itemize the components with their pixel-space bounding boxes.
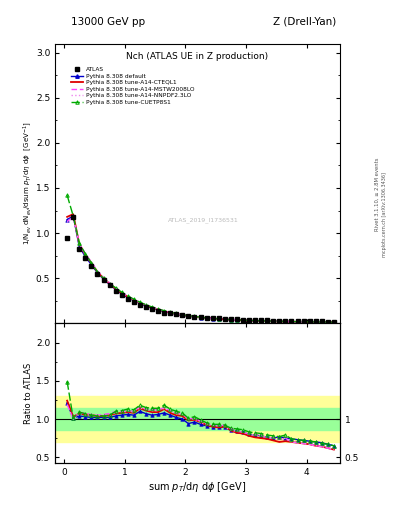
Text: Nch (ATLAS UE in Z production): Nch (ATLAS UE in Z production) [127,52,268,61]
Text: Z (Drell-Yan): Z (Drell-Yan) [273,16,336,27]
Y-axis label: Ratio to ATLAS: Ratio to ATLAS [24,363,33,424]
Text: ATLAS_2019_I1736531: ATLAS_2019_I1736531 [168,217,239,223]
Legend: ATLAS, Pythia 8.308 default, Pythia 8.308 tune-A14-CTEQL1, Pythia 8.308 tune-A14: ATLAS, Pythia 8.308 default, Pythia 8.30… [69,66,195,106]
Text: 13000 GeV pp: 13000 GeV pp [71,16,145,27]
Y-axis label: 1/N$_{ev}$ dN$_{ev}$/dsum $p_{T}$/d$\eta$ d$\phi$  [GeV$^{-1}$]: 1/N$_{ev}$ dN$_{ev}$/dsum $p_{T}$/d$\eta… [22,121,35,245]
Text: Rivet 3.1.10, ≥ 2.8M events: Rivet 3.1.10, ≥ 2.8M events [375,158,380,231]
X-axis label: sum $p_{T}$/d$\eta$ d$\phi$ [GeV]: sum $p_{T}$/d$\eta$ d$\phi$ [GeV] [149,480,246,494]
Text: mcplots.cern.ch [arXiv:1306.3436]: mcplots.cern.ch [arXiv:1306.3436] [382,173,387,258]
Bar [55,408,340,431]
Bar [55,396,340,442]
